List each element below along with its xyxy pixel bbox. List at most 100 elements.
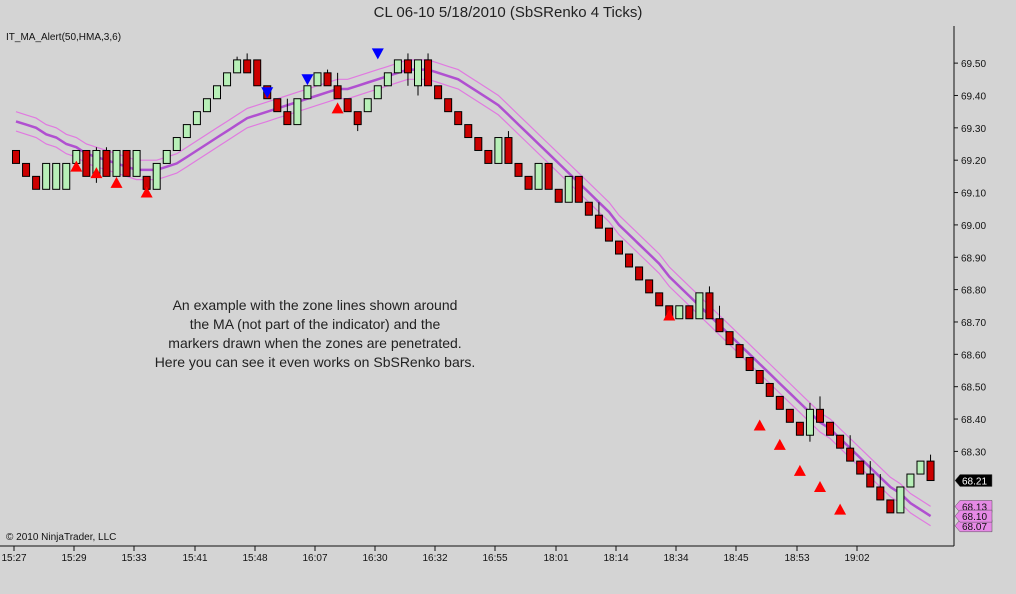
candle — [866, 461, 875, 488]
candle-body — [846, 447, 855, 462]
candle — [846, 435, 855, 462]
candle-body — [775, 395, 784, 410]
time-tick-label: 16:30 — [362, 553, 387, 564]
time-tick-label: 15:41 — [182, 553, 207, 564]
alert-marker-up — [753, 419, 766, 431]
candle — [906, 473, 915, 488]
candle-body — [82, 149, 91, 177]
candle — [213, 85, 221, 100]
candle — [735, 344, 744, 359]
candle-body — [866, 473, 875, 488]
candle — [775, 395, 784, 410]
candle-body — [594, 214, 603, 229]
candle — [635, 266, 644, 281]
candle — [323, 69, 332, 87]
candle — [152, 162, 161, 190]
candle — [333, 72, 342, 100]
candle-body — [62, 162, 71, 190]
candle-body — [795, 421, 804, 436]
time-tick-label: 18:53 — [784, 553, 809, 564]
time-tick-label: 16:07 — [302, 553, 327, 564]
candle-body — [474, 137, 483, 151]
candle-body — [293, 98, 302, 126]
candle — [122, 149, 131, 177]
price-axis: 69.50 69.40 69.30 69.20 69.10 69.00 68.90 68.80… — [954, 59, 986, 458]
price-tick-label: 68.80 — [961, 286, 986, 297]
price-bars — [12, 53, 935, 514]
candle — [182, 124, 191, 139]
candle-body — [836, 434, 845, 449]
candle-body — [625, 253, 634, 268]
candle — [554, 188, 563, 203]
candle — [755, 370, 764, 384]
candle — [434, 85, 443, 100]
price-tick-label: 68.90 — [961, 253, 986, 264]
zone-lower-price: 68.07 — [962, 522, 987, 533]
alert-marker-up — [814, 480, 826, 492]
candle — [484, 149, 493, 164]
candle-body — [434, 85, 443, 100]
candle — [172, 137, 181, 151]
alert-marker-down — [261, 87, 274, 99]
candle-body — [785, 408, 794, 423]
candle-body — [604, 227, 613, 242]
alert-marker-up — [834, 503, 847, 515]
price-tick-label: 69.20 — [961, 156, 986, 167]
candle-body — [765, 382, 774, 397]
candle-body — [886, 499, 895, 514]
candle-body — [584, 201, 593, 216]
candle-body — [192, 111, 201, 126]
candle — [615, 240, 623, 255]
candle-body — [353, 111, 362, 126]
ma-line — [15, 68, 932, 518]
candle-body — [645, 279, 654, 294]
alert-marker-up — [140, 186, 153, 198]
time-tick-label: 18:34 — [663, 553, 688, 564]
candle — [102, 147, 111, 177]
candle — [856, 460, 865, 475]
candle-body — [554, 188, 563, 203]
candle — [233, 56, 242, 74]
price-tick-label: 68.30 — [961, 447, 986, 458]
candle — [363, 98, 372, 113]
candle-body — [393, 59, 402, 74]
ma-price-tag — [954, 509, 993, 523]
alert-marker-up — [70, 160, 83, 172]
chart-frame[interactable]: 69.50 69.40 69.30 69.20 69.10 69.00 68.90 68.80… — [0, 26, 1016, 589]
candle — [393, 59, 402, 74]
candle — [494, 137, 503, 164]
candle — [584, 201, 593, 216]
candle — [524, 175, 533, 190]
zone-upper-price: 68.13 — [962, 502, 987, 513]
candle — [444, 98, 453, 113]
indicator-label: IT_MA_Alert(50,HMA,3,6) — [6, 32, 122, 43]
price-tick-label: 68.60 — [961, 350, 986, 361]
time-tick-label: 19:02 — [844, 553, 869, 564]
candle — [685, 305, 694, 320]
window-title: CL 06-10 5/18/2010 (SbSRenko 4 Ticks) — [0, 0, 1016, 26]
candle-body — [534, 162, 543, 190]
candle-body — [574, 175, 583, 203]
price-chart[interactable]: 69.50 69.40 69.30 69.20 69.10 69.00 68.90 68.80… — [0, 26, 1016, 589]
candle-body — [635, 266, 644, 281]
candle — [162, 149, 171, 164]
price-tick-label: 69.10 — [961, 189, 986, 200]
chart-background — [0, 26, 1016, 589]
candle-body — [414, 59, 422, 87]
candle — [876, 474, 885, 501]
candle-body — [424, 59, 433, 87]
price-tick-label: 68.40 — [961, 415, 986, 426]
candle — [283, 98, 292, 126]
candle — [645, 279, 654, 294]
alert-marker-up — [773, 438, 786, 450]
time-tick-label: 16:32 — [422, 553, 447, 564]
candle-body — [735, 344, 744, 359]
candle — [655, 292, 664, 307]
candle — [504, 131, 513, 164]
candle-body — [273, 98, 282, 113]
candle-body — [705, 292, 714, 320]
price-tick-label: 69.30 — [961, 124, 986, 135]
last-price: 68.21 — [962, 477, 987, 488]
candle-body — [52, 162, 61, 190]
